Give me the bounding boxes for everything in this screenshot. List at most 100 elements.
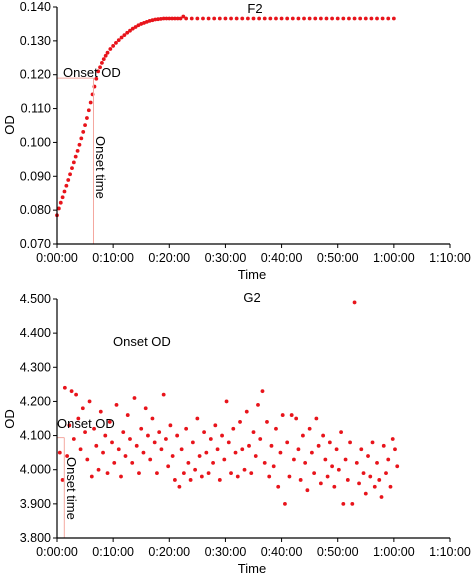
data-point [173,16,177,21]
data-point [60,478,65,482]
data-point [303,460,308,465]
data-point [125,30,130,35]
data-point [229,471,233,476]
data-point [279,16,284,21]
data-point [307,16,312,21]
y-tick-label: 3.800 [20,531,51,545]
data-point [57,450,62,455]
data-point [372,484,377,489]
data-point [256,402,260,407]
data-point [298,478,303,482]
data-point [189,16,194,21]
data-point [201,16,205,21]
data-point [116,447,121,452]
data-point [108,47,113,51]
data-point [114,402,119,407]
data-point [121,430,126,435]
data-point [294,416,299,421]
x-axis-title: Time [238,267,266,282]
data-point [181,471,186,476]
data-point [313,16,318,21]
data-point [238,420,242,424]
data-point [347,16,351,21]
x-tick-label: 0:10:00 [92,251,134,265]
data-point [381,443,386,448]
data-point [283,501,287,506]
data-point [175,433,180,438]
data-point [119,35,124,40]
y-tick-label: 0.090 [20,169,51,183]
data-point [161,16,166,21]
data-point [229,16,233,21]
data-point [312,471,317,476]
data-point [274,16,278,21]
data-point [357,481,361,486]
data-point [212,16,217,21]
data-point [134,443,139,448]
data-point [206,471,211,476]
data-point [202,430,206,435]
data-point [65,454,70,458]
data-point [70,166,74,171]
data-point [141,450,146,455]
data-point [343,457,348,462]
data-point [393,447,397,452]
data-point [114,40,118,45]
data-points [57,300,400,506]
data-point [390,437,395,441]
y-tick-label: 0.140 [20,0,51,14]
data-point [285,440,290,445]
data-point [369,16,374,21]
data-point [130,460,135,465]
data-point [223,16,228,21]
data-point [224,399,229,404]
data-point [260,389,265,394]
data-point [98,409,103,414]
data-point [265,420,269,424]
data-point [128,28,132,33]
data-point [112,460,117,465]
data-point [80,406,85,411]
data-point [179,447,184,452]
chart-panel-f2: 0.070 0.080 0.090 0.100 0.110 0.120 0.130 0.140… [2,0,471,282]
data-point [354,460,359,465]
data-point [86,108,91,113]
data-point [79,136,84,141]
y-axis-title: OD [2,409,17,429]
data-point [258,437,263,441]
data-point [325,474,330,479]
data-point [276,484,281,489]
y-tick-label: 0.080 [20,203,51,217]
data-point [168,423,173,428]
data-point [197,454,202,458]
data-point [110,440,114,445]
y-tick-label: 4.300 [20,360,51,374]
data-point [167,16,172,21]
data-point [339,430,343,435]
data-point [158,16,163,21]
data-point [380,16,385,21]
y-tick-label: 0.120 [20,68,51,82]
data-point [77,142,82,147]
data-point [178,16,183,21]
axes: 0.070 0.080 0.090 0.100 0.110 0.120 0.130 0.140… [20,0,471,265]
x-tick-label: 0:00:00 [36,251,78,265]
data-point [269,443,274,448]
data-point [244,409,249,414]
onset-od-label-top: Onset OD [113,334,171,349]
data-point [155,471,159,476]
data-point [96,69,101,74]
data-point [234,16,239,21]
data-point [274,426,278,431]
data-point [206,16,211,21]
data-point [83,123,87,128]
data-point [87,399,92,404]
data-point [199,474,204,479]
data-point [133,25,138,29]
x-tick-label: 1:10:00 [429,251,471,265]
data-point [215,447,220,452]
x-tick-label: 0:40:00 [261,545,303,559]
data-point [119,474,123,479]
data-point [62,189,67,194]
data-point [217,16,222,21]
